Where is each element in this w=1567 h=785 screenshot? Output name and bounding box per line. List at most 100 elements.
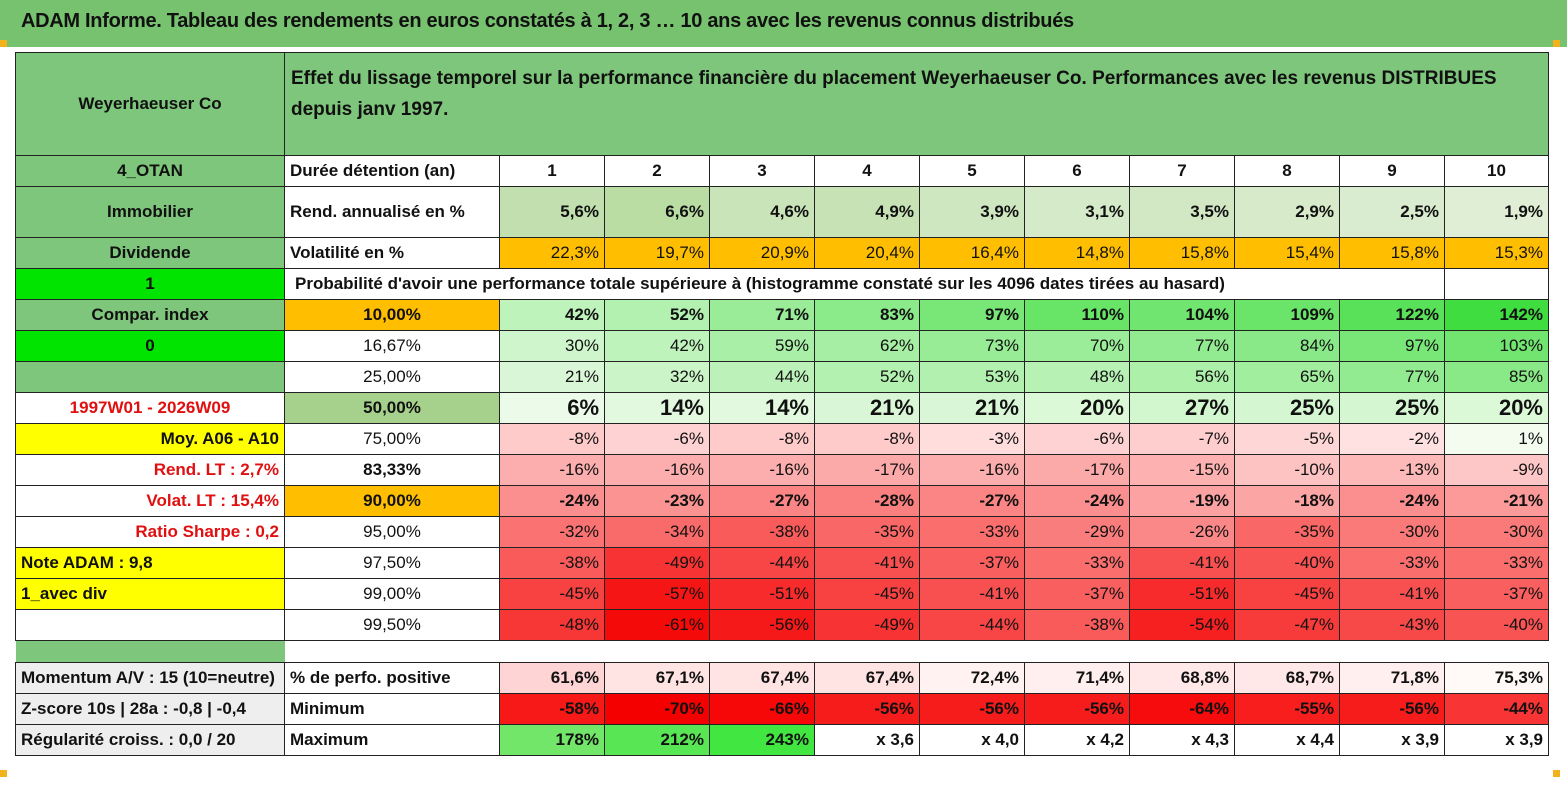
percentile-value: -38% (1024, 609, 1130, 641)
percentile-value: -41% (1339, 578, 1445, 610)
percentile-value: -8% (814, 423, 920, 455)
year-header: 6 (1024, 155, 1130, 187)
percentile-value: -17% (1024, 454, 1130, 486)
annual-return: 2,5% (1339, 186, 1445, 238)
duration-row: 4_OTAN Durée détention (an) 1 2 3 4 5 6 7 8 9 10 (15, 155, 1549, 187)
percentile-value: -33% (1024, 547, 1130, 579)
percentile-value: -45% (1234, 578, 1340, 610)
annual-return: 4,6% (709, 186, 815, 238)
row-label: % de perfo. positive (284, 662, 500, 694)
volatility-value: 15,8% (1129, 237, 1235, 269)
percentile-value: 73% (919, 330, 1025, 362)
percentile-value: -18% (1234, 485, 1340, 517)
percentile-value: -41% (919, 578, 1025, 610)
percentile-value: -34% (604, 516, 710, 548)
summary-value: x 3,6 (814, 724, 920, 756)
percentile-value: 84% (1234, 330, 1340, 362)
percentile-value: -51% (1129, 578, 1235, 610)
summary-value: 67,1% (604, 662, 710, 694)
percentile-value: 25% (1234, 392, 1340, 424)
side-label: Momentum A/V : 15 (10=neutre) (15, 662, 285, 694)
volatility-row: Dividende Volatilité en % 22,3% 19,7% 20,9% 2… (15, 237, 1549, 269)
asset-name: Weyerhaeuser Co (15, 52, 285, 156)
percentile-value: 6% (499, 392, 605, 424)
side-label: Ratio Sharpe : 0,2 (15, 516, 285, 548)
annual-return: 1,9% (1444, 186, 1549, 238)
percentile-value: 52% (814, 361, 920, 393)
percentile-value: -17% (814, 454, 920, 486)
side-label: Z-score 10s | 28a : -0,8 | -0,4 (15, 693, 285, 725)
percentile-label: 50,00% (284, 392, 500, 424)
percentile-label: 99,00% (284, 578, 500, 610)
percentile-row: Rend. LT : 2,7% 83,33% -16% -16% -16% -17% -16… (15, 454, 1549, 486)
summary-value: x 3,9 (1444, 724, 1549, 756)
percentile-row: 25,00% 21% 32% 44% 52% 53% 48% 56% 65% 77% 85% (15, 361, 1549, 393)
year-header: 8 (1234, 155, 1340, 187)
percentile-value: -48% (499, 609, 605, 641)
percentile-row: 99,50% -48% -61% -56% -49% -44% -38% -54% -47% -4… (15, 609, 1549, 641)
annual-return: 6,6% (604, 186, 710, 238)
percentile-value: 83% (814, 299, 920, 331)
summary-value: 67,4% (814, 662, 920, 694)
percentile-label: 25,00% (284, 361, 500, 393)
summary-value: -64% (1129, 693, 1235, 725)
annual-return: 4,9% (814, 186, 920, 238)
summary-value: -56% (1024, 693, 1130, 725)
percentile-value: -35% (1234, 516, 1340, 548)
corner-marker (1553, 40, 1560, 47)
percentile-value: 1% (1444, 423, 1549, 455)
percentile-row: 1997W01 - 2026W09 50,00% 6% 14% 14% 21% 21% 20%… (15, 392, 1549, 424)
summary-value: 75,3% (1444, 662, 1549, 694)
percentile-value: -7% (1129, 423, 1235, 455)
percentile-value: -38% (499, 547, 605, 579)
percentile-value: -45% (499, 578, 605, 610)
table-description: Effet du lissage temporel sur la perform… (284, 52, 1549, 156)
percentile-value: -10% (1234, 454, 1340, 486)
percentile-value: 142% (1444, 299, 1549, 331)
row-label: Minimum (284, 693, 500, 725)
percentile-value: 44% (709, 361, 815, 393)
percentile-value: -37% (1024, 578, 1130, 610)
summary-value: -56% (814, 693, 920, 725)
summary-value: 212% (604, 724, 710, 756)
side-label: Compar. index (15, 299, 285, 331)
percentile-value: 62% (814, 330, 920, 362)
percentile-value: -43% (1339, 609, 1445, 641)
row-label: Volatilité en % (284, 237, 500, 269)
side-label (15, 361, 285, 393)
percentile-value: -8% (499, 423, 605, 455)
summary-value: -44% (1444, 693, 1549, 725)
percentile-value: -27% (709, 485, 815, 517)
volatility-value: 19,7% (604, 237, 710, 269)
percentile-value: -49% (604, 547, 710, 579)
report-title: ADAM Informe. Tableau des rendements en … (21, 10, 1074, 32)
summary-value: 243% (709, 724, 815, 756)
percentile-value: 77% (1129, 330, 1235, 362)
percentile-value: 48% (1024, 361, 1130, 393)
percentile-row: Note ADAM : 9,8 97,50% -38% -49% -44% -41% -37… (15, 547, 1549, 579)
summary-value: -70% (604, 693, 710, 725)
percentile-row: Ratio Sharpe : 0,2 95,00% -32% -34% -38% -35%… (15, 516, 1549, 548)
percentile-value: -45% (814, 578, 920, 610)
spacer-cell (284, 640, 1549, 663)
summary-value: -55% (1234, 693, 1340, 725)
summary-value: -66% (709, 693, 815, 725)
side-label: 4_OTAN (15, 155, 285, 187)
summary-value: x 3,9 (1339, 724, 1445, 756)
percentile-value: -26% (1129, 516, 1235, 548)
percentile-value: 122% (1339, 299, 1445, 331)
year-header: 1 (499, 155, 605, 187)
year-header: 2 (604, 155, 710, 187)
percentile-row: 1_avec div 99,00% -45% -57% -51% -45% -41% -37%… (15, 578, 1549, 610)
percentile-label: 10,00% (284, 299, 500, 331)
side-label: 1_avec div (15, 578, 285, 610)
side-label: Note ADAM : 9,8 (15, 547, 285, 579)
percentile-value: -6% (1024, 423, 1130, 455)
percentile-value: 32% (604, 361, 710, 393)
percentile-value: -57% (604, 578, 710, 610)
percentile-value: -6% (604, 423, 710, 455)
percentile-label: 97,50% (284, 547, 500, 579)
percentile-value: 65% (1234, 361, 1340, 393)
side-label (15, 609, 285, 641)
percentile-value: -16% (604, 454, 710, 486)
